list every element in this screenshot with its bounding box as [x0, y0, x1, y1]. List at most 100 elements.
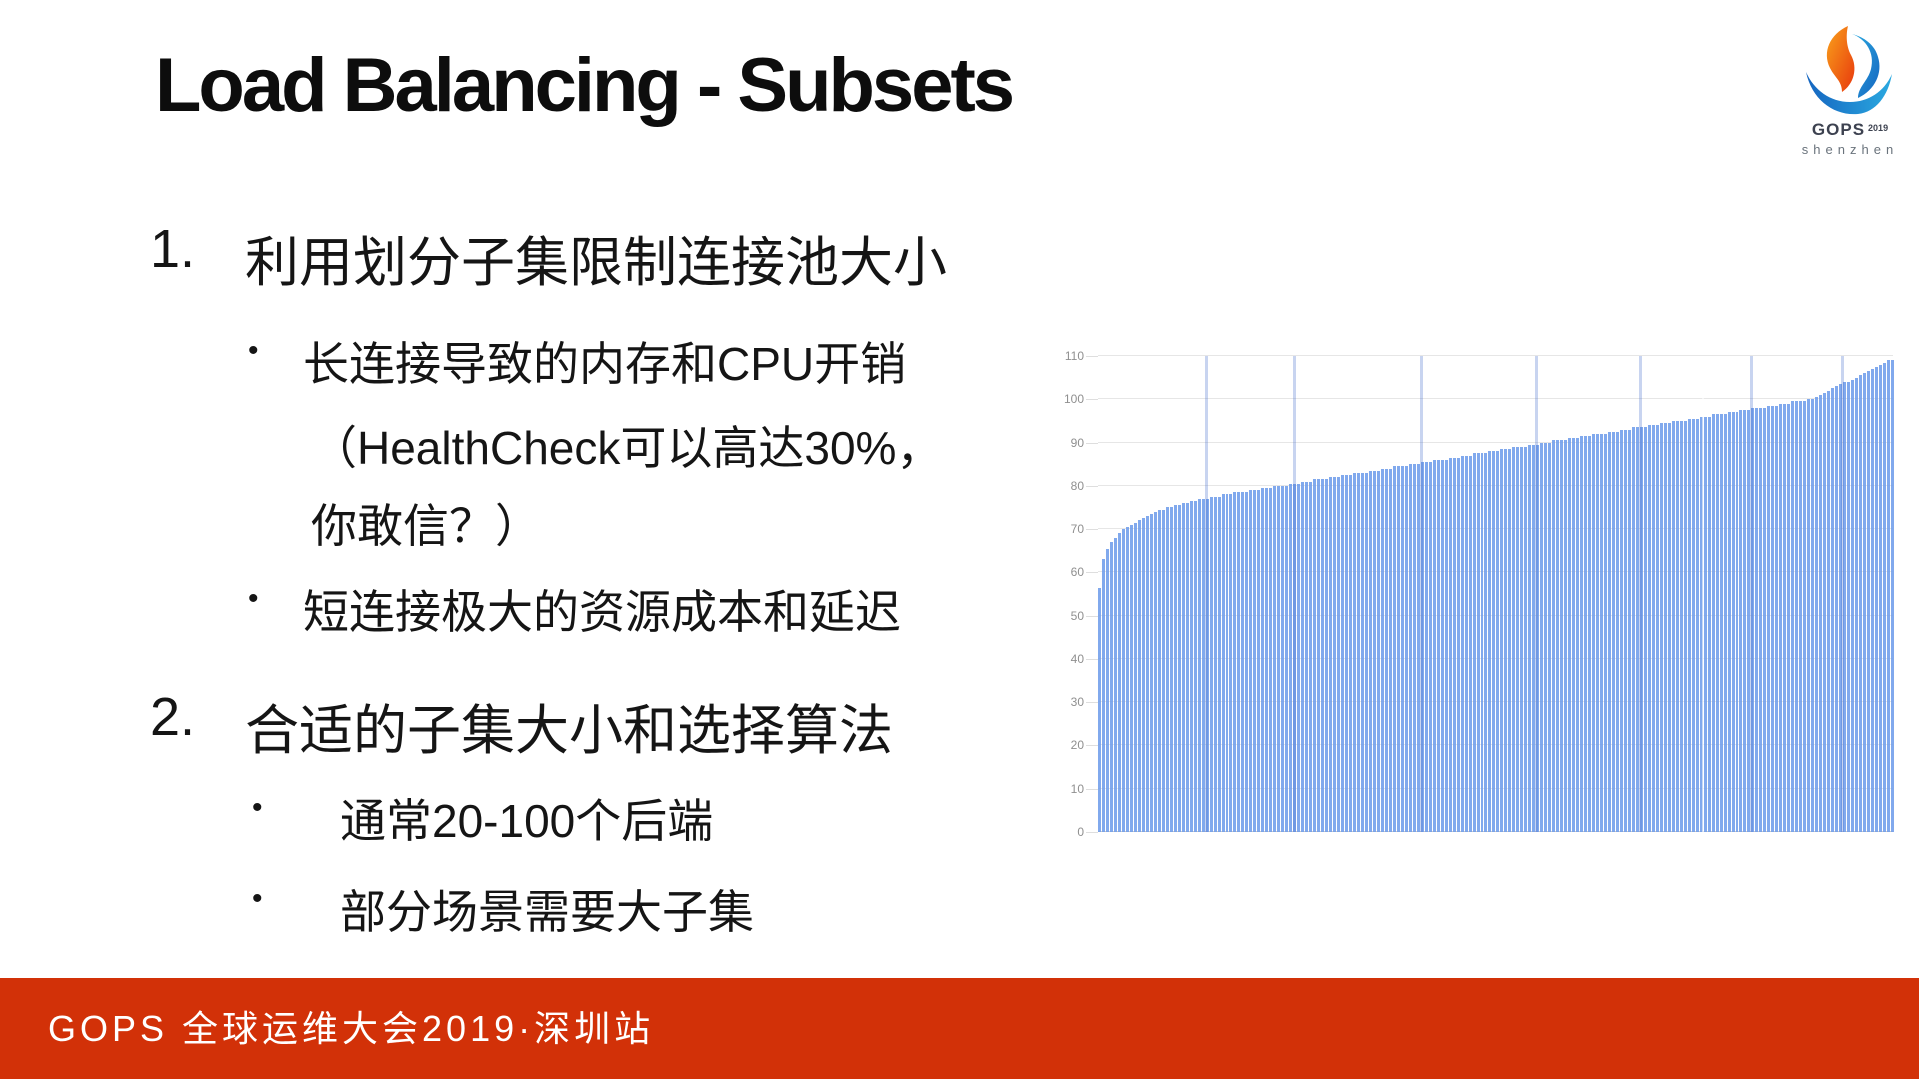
- chart-bar: [1715, 414, 1719, 832]
- chart-vertical-gridline: [1841, 356, 1845, 832]
- chart-bar: [1341, 475, 1345, 832]
- bullet-dot: •: [252, 791, 263, 824]
- chart-bar: [1608, 431, 1611, 832]
- chart-bar: [1197, 498, 1201, 832]
- chart-bar: [1548, 442, 1552, 832]
- chart-bar: [1098, 587, 1101, 832]
- chart-bar: [1735, 412, 1739, 832]
- chart-vertical-gridline: [1749, 356, 1753, 832]
- logo-year-label: 2019: [1868, 123, 1889, 133]
- chart-bar: [1345, 475, 1349, 832]
- chart-bar: [1855, 377, 1859, 832]
- chart-bar: [1416, 464, 1420, 832]
- bullet-healthcheck-text: （HealthCheck可以高达30%，: [311, 422, 943, 474]
- chart-gridline-60: [1098, 571, 1893, 573]
- chart-bar: [1177, 505, 1181, 832]
- chart-bar: [1281, 485, 1285, 832]
- chart-bar: [1623, 429, 1627, 832]
- chart-bar: [1751, 407, 1755, 832]
- chart-bar: [1556, 440, 1560, 832]
- chart-bar: [1129, 524, 1133, 832]
- chart-bar: [1719, 414, 1723, 832]
- chart-ytick-mark: [1086, 615, 1098, 617]
- chart-bar: [1827, 390, 1831, 832]
- bullet-dot: •: [248, 334, 259, 367]
- chart-bar: [1189, 500, 1193, 832]
- chart-bar: [1261, 487, 1265, 832]
- chart-bar: [1400, 466, 1404, 832]
- chart-bar: [1695, 418, 1699, 832]
- chart-bar: [1297, 483, 1301, 832]
- chart-bar: [1847, 381, 1851, 832]
- chart-bar: [1349, 475, 1352, 832]
- gops-swirl-icon: [1806, 26, 1892, 115]
- chart-ytick-label-70: 70: [1070, 522, 1084, 537]
- chart-bar: [1859, 375, 1862, 832]
- chart-bar: [1835, 386, 1839, 832]
- chart-bar: [1572, 438, 1576, 832]
- chart-bar: [1767, 405, 1771, 832]
- chart-bar: [1309, 481, 1313, 832]
- connections-bar-chart: 0 10 20 30 40 50 60 70 80 90 100 110: [1040, 344, 1919, 848]
- chart-bar: [1293, 483, 1297, 832]
- chart-gridline-100: [1098, 398, 1893, 400]
- chart-bar: [1277, 485, 1281, 832]
- chart-bar: [1743, 410, 1747, 832]
- chart-bar: [1791, 401, 1795, 832]
- chart-bar: [1353, 472, 1356, 832]
- chart-bar: [1368, 470, 1372, 832]
- chart-bar: [1157, 509, 1161, 832]
- chart-bar: [1448, 457, 1452, 832]
- chart-ytick-mark: [1086, 788, 1098, 790]
- chart-bar: [1440, 459, 1444, 832]
- list-item-1-text: 利用划分子集限制连接池大小: [245, 233, 947, 293]
- chart-ytick-mark: [1086, 658, 1098, 660]
- chart-vertical-gridline: [1638, 356, 1642, 832]
- list-item-2-text: 合适的子集大小和选择算法: [245, 701, 893, 761]
- chart-ytick-label-10: 10: [1070, 781, 1084, 796]
- chart-gridline-40: [1098, 657, 1893, 659]
- chart-ytick-label-100: 100: [1063, 392, 1084, 407]
- chart-bar: [1882, 362, 1886, 832]
- chart-bar: [1866, 371, 1870, 832]
- chart-bar: [1464, 455, 1468, 832]
- chart-bar: [1221, 494, 1225, 832]
- chart-bar: [1600, 433, 1604, 832]
- chart-bar: [1257, 490, 1261, 832]
- chart-bar: [1360, 472, 1364, 832]
- chart-bar: [1588, 436, 1592, 832]
- chart-gridline-80: [1098, 484, 1893, 486]
- chart-bar: [1803, 401, 1807, 832]
- chart-bar: [1731, 412, 1735, 832]
- chart-bar: [1149, 513, 1153, 832]
- chart-bar: [1468, 455, 1472, 832]
- chart-gridline-50: [1098, 614, 1893, 616]
- chart-bar: [1313, 479, 1317, 832]
- chart-bar: [1249, 490, 1253, 832]
- chart-bar: [1141, 518, 1145, 832]
- chart-ytick-label-80: 80: [1070, 478, 1084, 493]
- chart-bar: [1839, 384, 1843, 832]
- chart-bar: [1659, 423, 1663, 832]
- chart-bars: [1098, 356, 1894, 832]
- chart-bar: [1376, 470, 1380, 832]
- chart-bar: [1739, 410, 1743, 832]
- chart-bar: [1444, 459, 1448, 832]
- chart-bar: [1783, 403, 1787, 832]
- chart-bar: [1321, 479, 1325, 832]
- chart-bar: [1380, 468, 1384, 832]
- chart-gridline-70: [1098, 528, 1893, 530]
- chart-bar: [1213, 496, 1217, 832]
- chart-bar: [1153, 511, 1157, 832]
- chart-bar: [1787, 403, 1791, 832]
- chart-bar: [1333, 477, 1337, 832]
- chart-bar: [1113, 537, 1117, 832]
- chart-bar: [1225, 494, 1229, 832]
- chart-bar: [1627, 429, 1631, 832]
- chart-bar: [1504, 449, 1508, 832]
- chart-bar: [1843, 381, 1847, 832]
- chart-bar: [1305, 481, 1309, 832]
- chart-gridline-30: [1098, 701, 1893, 703]
- chart-bar: [1771, 405, 1775, 832]
- chart-bar: [1273, 485, 1277, 832]
